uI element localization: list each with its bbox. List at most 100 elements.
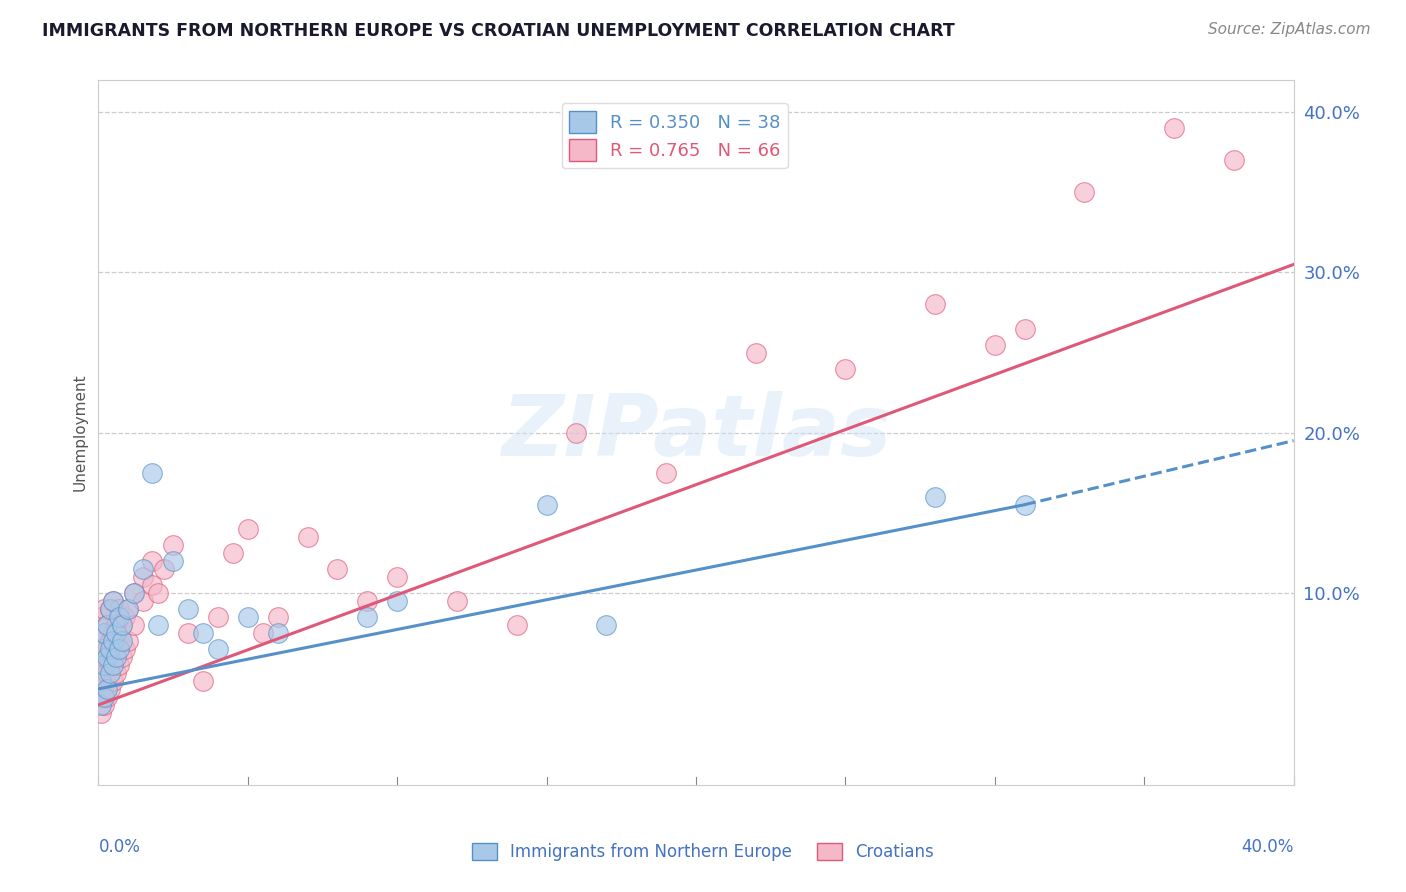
Point [124, 617, 146, 632]
Point [98, 601, 122, 615]
Point [108, 657, 131, 672]
Point [1014, 321, 1036, 335]
Point [1073, 186, 1095, 200]
Point [90, 657, 112, 672]
Point [141, 466, 163, 480]
Point [103, 594, 125, 608]
Point [98, 633, 122, 648]
Point [191, 673, 214, 688]
Point [132, 570, 155, 584]
Point [252, 625, 274, 640]
Point [745, 345, 768, 359]
Point [90, 673, 112, 688]
Point [191, 625, 214, 640]
Text: 40.0%: 40.0% [1241, 838, 1294, 855]
Point [96, 617, 118, 632]
Point [98, 665, 122, 680]
Point [236, 609, 259, 624]
Text: IMMIGRANTS FROM NORTHERN EUROPE VS CROATIAN UNEMPLOYMENT CORRELATION CHART: IMMIGRANTS FROM NORTHERN EUROPE VS CROAT… [42, 22, 955, 40]
Point [117, 633, 139, 648]
Point [105, 641, 128, 656]
Point [141, 578, 163, 592]
Point [924, 297, 946, 311]
Point [98, 601, 122, 615]
Point [153, 562, 176, 576]
Point [98, 657, 122, 672]
Point [385, 594, 409, 608]
Point [93, 625, 115, 640]
Point [595, 617, 617, 632]
Point [103, 649, 125, 664]
Point [267, 609, 290, 624]
Point [117, 601, 139, 615]
Point [177, 625, 200, 640]
Point [111, 617, 134, 632]
Point [90, 681, 112, 696]
Point [356, 609, 378, 624]
Point [132, 594, 155, 608]
Point [326, 562, 349, 576]
Point [90, 706, 112, 720]
Point [111, 649, 134, 664]
Text: Source: ZipAtlas.com: Source: ZipAtlas.com [1208, 22, 1371, 37]
Point [1163, 121, 1185, 136]
Point [93, 698, 115, 712]
Point [108, 633, 131, 648]
Point [506, 617, 529, 632]
Point [96, 617, 118, 632]
Y-axis label: Unemployment: Unemployment [72, 374, 87, 491]
Point [114, 641, 136, 656]
Point [1014, 498, 1036, 512]
Point [236, 522, 259, 536]
Point [98, 681, 122, 696]
Point [207, 641, 229, 656]
Point [96, 649, 118, 664]
Point [93, 673, 115, 688]
Point [207, 609, 229, 624]
Point [565, 425, 588, 440]
Point [105, 625, 128, 640]
Point [90, 641, 112, 656]
Point [124, 586, 146, 600]
Point [984, 337, 1007, 351]
Point [148, 617, 170, 632]
Point [162, 538, 184, 552]
Point [148, 586, 170, 600]
Point [141, 554, 163, 568]
Point [90, 609, 112, 624]
Point [162, 554, 184, 568]
Point [117, 601, 139, 615]
Point [924, 490, 946, 504]
Point [105, 649, 128, 664]
Legend: Immigrants from Northern Europe, Croatians: Immigrants from Northern Europe, Croatia… [465, 836, 941, 868]
Point [98, 641, 122, 656]
Point [1223, 153, 1246, 168]
Point [834, 361, 856, 376]
Point [93, 657, 115, 672]
Point [103, 594, 125, 608]
Point [297, 530, 319, 544]
Point [267, 625, 290, 640]
Point [90, 698, 112, 712]
Point [222, 546, 245, 560]
Point [93, 649, 115, 664]
Point [96, 681, 118, 696]
Point [108, 609, 131, 624]
Point [96, 665, 118, 680]
Point [103, 657, 125, 672]
Point [96, 690, 118, 704]
Point [114, 609, 136, 624]
Point [105, 665, 128, 680]
Point [103, 633, 125, 648]
Point [356, 594, 378, 608]
Point [93, 690, 115, 704]
Point [446, 594, 468, 608]
Point [90, 633, 112, 648]
Point [132, 562, 155, 576]
Point [536, 498, 558, 512]
Point [103, 673, 125, 688]
Text: 0.0%: 0.0% [98, 838, 141, 855]
Point [105, 617, 128, 632]
Point [177, 601, 200, 615]
Point [108, 641, 131, 656]
